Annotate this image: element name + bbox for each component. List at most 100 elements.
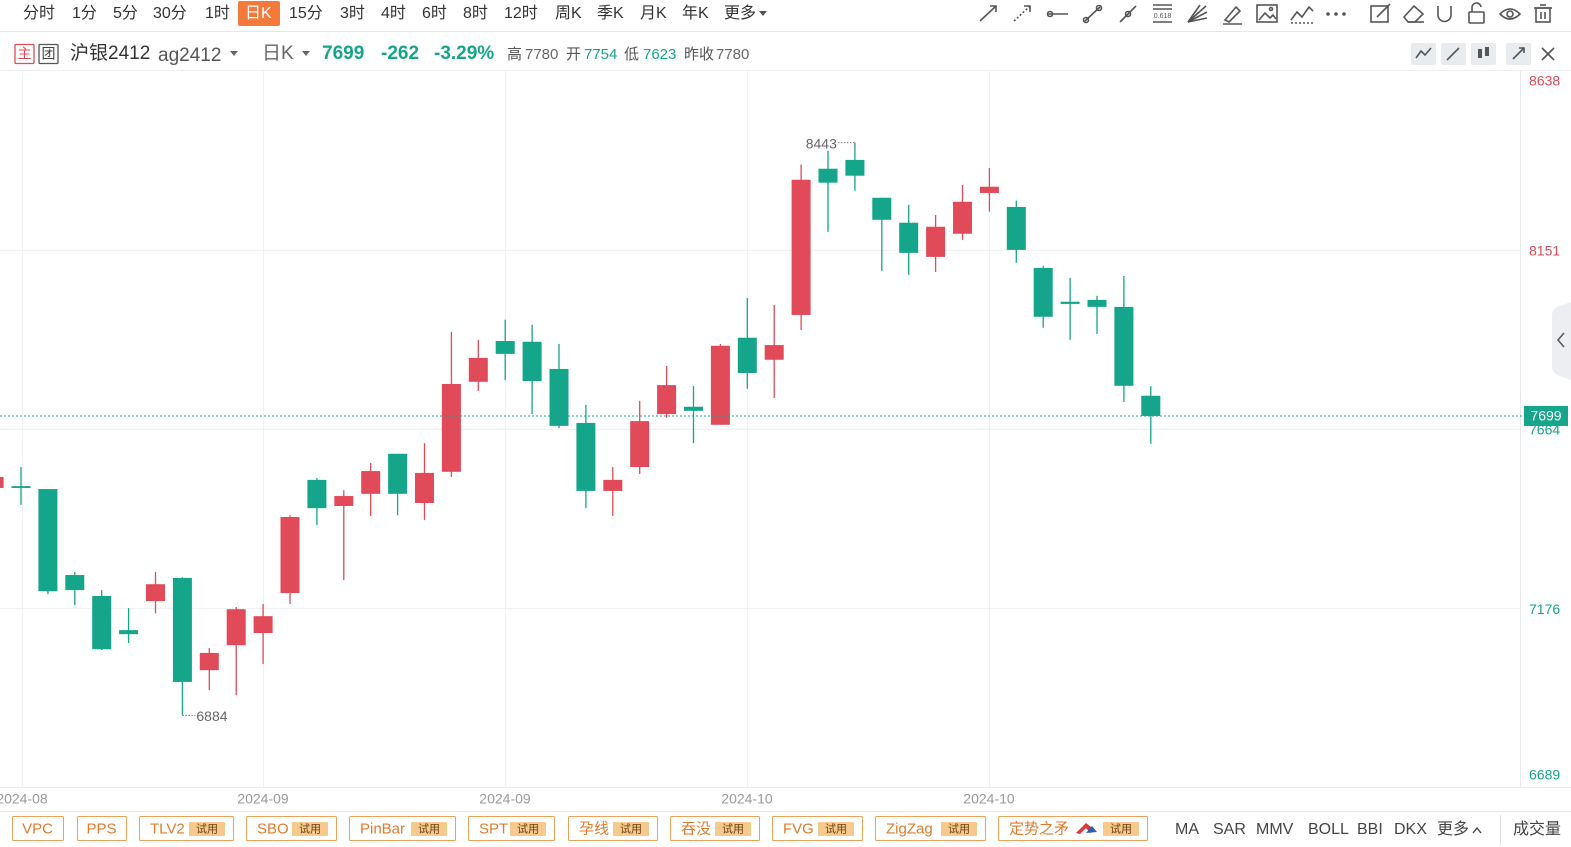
candle-body — [657, 385, 677, 415]
trial-badge — [613, 822, 649, 836]
candle-body — [388, 453, 408, 494]
candle-body — [146, 584, 165, 602]
period-tab[interactable]: 1分 — [72, 4, 97, 22]
last-price: 7699 — [322, 43, 364, 64]
candle-body — [953, 201, 972, 234]
candle-body — [710, 345, 730, 425]
candle-body — [307, 479, 327, 509]
tool-image[interactable] — [1256, 4, 1278, 23]
candle-body — [576, 422, 596, 491]
tool-ray[interactable] — [979, 5, 997, 22]
tool-hline[interactable] — [1046, 10, 1068, 18]
period-tab[interactable]: 日K — [245, 5, 272, 22]
trial-label: 试用 — [196, 822, 218, 835]
sub-indicator[interactable]: BBI — [1357, 821, 1383, 838]
tool-eraser[interactable] — [1402, 4, 1425, 23]
overlay: 8443 6884 7699 — [0, 135, 1568, 724]
tool-eye[interactable] — [1498, 8, 1522, 20]
x-tick-label: 2024-09 — [237, 791, 289, 807]
btn-close[interactable] — [1541, 47, 1555, 61]
sub-indicator-more[interactable]: 更多 — [1437, 820, 1469, 838]
candle-body — [1141, 395, 1161, 416]
indicator-name: ZigZag — [886, 820, 933, 837]
stat-value: 7754 — [584, 46, 617, 63]
candle-body — [172, 577, 192, 682]
x-tick-label: 2024-10 — [721, 791, 773, 807]
tool-trend[interactable] — [1119, 5, 1137, 23]
x-tick-label: 2024-09 — [479, 791, 531, 807]
drawing-tools: 0.618 — [979, 2, 1552, 25]
indicator-name: SBO — [257, 820, 289, 837]
tool-dashed-ray[interactable] — [1013, 5, 1031, 22]
indicator-name: PPS — [86, 820, 116, 837]
tool-edit[interactable] — [1370, 3, 1391, 23]
candle-body — [441, 383, 461, 472]
stat-label: 昨收 — [684, 46, 714, 63]
tool-magnet[interactable] — [1437, 6, 1452, 23]
sub-indicator[interactable]: SAR — [1213, 821, 1246, 838]
tool-delete[interactable] — [1534, 4, 1552, 23]
period-tab[interactable]: 周K — [555, 5, 582, 22]
code-arrow — [230, 51, 238, 56]
sub-indicator[interactable]: DKX — [1394, 821, 1427, 838]
candle-body — [737, 337, 757, 373]
trial-label: 试用 — [418, 822, 440, 835]
period-tab[interactable]: 12时 — [504, 4, 538, 22]
sub-indicator[interactable]: MA — [1175, 821, 1199, 838]
period-tab[interactable]: 15分 — [289, 4, 323, 22]
period-more[interactable]: 更多 — [724, 4, 756, 22]
period-tab[interactable]: 8时 — [463, 4, 488, 22]
side-tab[interactable] — [1552, 302, 1571, 380]
tool-more[interactable] — [1326, 12, 1346, 16]
candle-body — [415, 472, 434, 504]
period-tab[interactable]: 4时 — [381, 4, 406, 22]
period-tab[interactable]: 6时 — [422, 4, 447, 22]
period-tab[interactable]: 1时 — [205, 4, 230, 22]
svg-text:0.618: 0.618 — [1154, 13, 1172, 20]
candle-body — [899, 222, 919, 253]
badge: 团 — [42, 46, 56, 62]
ui-text: 分时 1分 5分 30分 1时 日K 15分 3时 4时 6时 8时 12时 周K 季K 月K 年K 更多主团沪… — [12, 1, 1561, 841]
indicator-button[interactable] — [12, 816, 64, 841]
period-tab[interactable]: 3时 — [340, 4, 365, 22]
tool-segment[interactable] — [1082, 4, 1103, 24]
period-name[interactable]: 日K — [262, 43, 294, 64]
period-tab[interactable]: 年K — [682, 4, 709, 22]
period-tab[interactable]: 30分 — [153, 4, 187, 22]
indicator-name: SPT — [479, 820, 508, 837]
last-price-label: 7699 — [1530, 408, 1561, 424]
tool-lock[interactable] — [1468, 2, 1485, 24]
tool-wave[interactable] — [1290, 5, 1314, 24]
btn-candle[interactable] — [1471, 43, 1496, 65]
side-tab-arrow — [1557, 332, 1565, 348]
volume-tab[interactable]: 成交量 — [1513, 820, 1561, 838]
stat-value: 7780 — [716, 46, 749, 63]
indicator-button[interactable] — [77, 816, 127, 841]
tool-fan[interactable] — [1187, 4, 1208, 23]
sub-more-arrow — [1472, 826, 1482, 834]
tool-brush[interactable] — [1223, 5, 1242, 25]
period-tab[interactable]: 季K — [597, 4, 624, 22]
candle-body — [468, 357, 488, 382]
period-tab[interactable]: 分时 — [23, 4, 55, 22]
candles — [0, 142, 1161, 716]
candle-body — [603, 479, 623, 491]
period-tab[interactable]: 5分 — [113, 4, 138, 22]
sub-indicator[interactable]: BOLL — [1308, 821, 1349, 838]
contract-code[interactable]: ag2412 — [158, 45, 221, 66]
period-tab[interactable]: 月K — [640, 5, 667, 22]
trial-label: 试用 — [299, 822, 321, 835]
tool-fib[interactable]: 0.618 — [1153, 4, 1172, 23]
candle-body — [119, 630, 139, 635]
candle-body — [872, 197, 892, 220]
candle-body — [764, 345, 784, 360]
candle-body — [92, 595, 112, 650]
trial-badge — [189, 822, 225, 836]
trial-badge — [411, 822, 447, 836]
indicator-name: 定势之矛 — [1009, 820, 1069, 837]
candle-body — [0, 476, 4, 488]
period-more-arrow — [759, 11, 767, 16]
sub-indicator[interactable]: MMV — [1256, 821, 1294, 838]
candle-body — [1087, 299, 1107, 307]
